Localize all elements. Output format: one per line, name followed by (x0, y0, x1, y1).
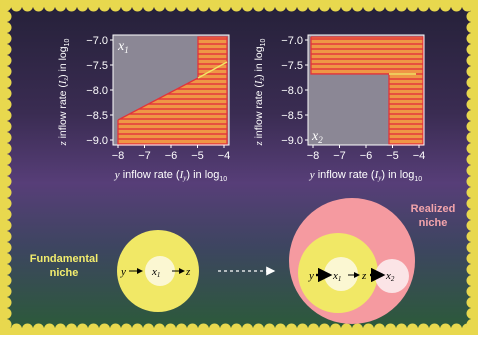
plot-x1-boundary (197, 61, 228, 79)
ytick-label: −7.5 (281, 60, 303, 72)
xtick-label: −5 (191, 150, 204, 162)
plot-x2-yticks: −7.0 −7.5 −8.0 −8.5 −9.0 (281, 35, 308, 147)
x2-node (375, 259, 409, 293)
xtick-label: −4 (218, 150, 231, 162)
x1-node-realized (324, 257, 358, 291)
x2-node-label: x2 (385, 270, 395, 283)
realized-label-1: Realized (411, 203, 456, 215)
xtick-label: −4 (413, 150, 426, 162)
ytick-label: −7.0 (281, 35, 303, 47)
ytick-label: −7.5 (86, 60, 108, 72)
x1-node (145, 256, 175, 286)
z-node-label-realized: z (361, 270, 367, 282)
realized-niche-diagram: Realized niche y x1 z x2 (289, 198, 455, 324)
ytick-label: −8.5 (86, 110, 108, 122)
x1-node-label-realized: x1 (332, 270, 341, 283)
plot-x2-xlabel: y inflow rate (Iy) in log10 (309, 169, 423, 183)
plot-x2: x2 −8 −7 −6 −5 −4 −7.0 −7.5 −8.0 −8.5 −9.0 y inf… (253, 34, 426, 183)
plot-x2-niche-top (311, 37, 389, 74)
plot-x1-niche-strip (198, 37, 227, 145)
plot-x1-ylabel: z inflow rate (Iz) in log10 (57, 38, 71, 146)
fundamental-label-2: niche (50, 267, 79, 279)
ytick-label: −7.0 (86, 35, 108, 47)
xtick-label: −5 (386, 150, 399, 162)
ytick-label: −8.5 (281, 110, 303, 122)
fundamental-niche-diagram: Fundamental niche y x1 z (30, 230, 199, 312)
ytick-label: −9.0 (86, 135, 108, 147)
xtick-label: −8 (112, 150, 125, 162)
xtick-label: −8 (307, 150, 320, 162)
plot-x1-var: x1 (117, 39, 129, 55)
plot-x1-xlabel: y inflow rate (Iy) in log10 (114, 169, 228, 183)
plot-x2-xticks: −8 −7 −6 −5 −4 (307, 145, 426, 162)
xtick-label: −7 (333, 150, 346, 162)
z-node-label: z (185, 266, 191, 278)
ytick-label: −8.0 (86, 85, 108, 97)
plot-x1: x1 −8 −7 −6 −5 −4 −7.0 −7.5 −8.0 −8.5 −9.0 y inf… (57, 34, 231, 183)
plot-x2-var: x2 (311, 129, 323, 145)
xtick-label: −6 (165, 150, 178, 162)
realized-label-2: niche (419, 217, 448, 229)
plot-x1-xticks: −8 −7 −6 −5 −4 (112, 145, 231, 162)
xtick-label: −7 (138, 150, 151, 162)
plot-x1-yticks: −7.0 −7.5 −8.0 −8.5 −9.0 (86, 35, 113, 147)
y-node-label: y (120, 266, 126, 278)
fundamental-label-1: Fundamental (30, 253, 98, 265)
ytick-label: −9.0 (281, 135, 303, 147)
y-node-label-realized: y (308, 270, 314, 282)
plot-x2-niche-strip (389, 37, 423, 145)
xtick-label: −6 (360, 150, 373, 162)
ytick-label: −8.0 (281, 85, 303, 97)
plot-x1-niche-lower (118, 78, 198, 145)
plot-x2-ylabel: z inflow rate (Iz) in log10 (253, 38, 267, 146)
x1-node-label: x1 (151, 266, 160, 279)
